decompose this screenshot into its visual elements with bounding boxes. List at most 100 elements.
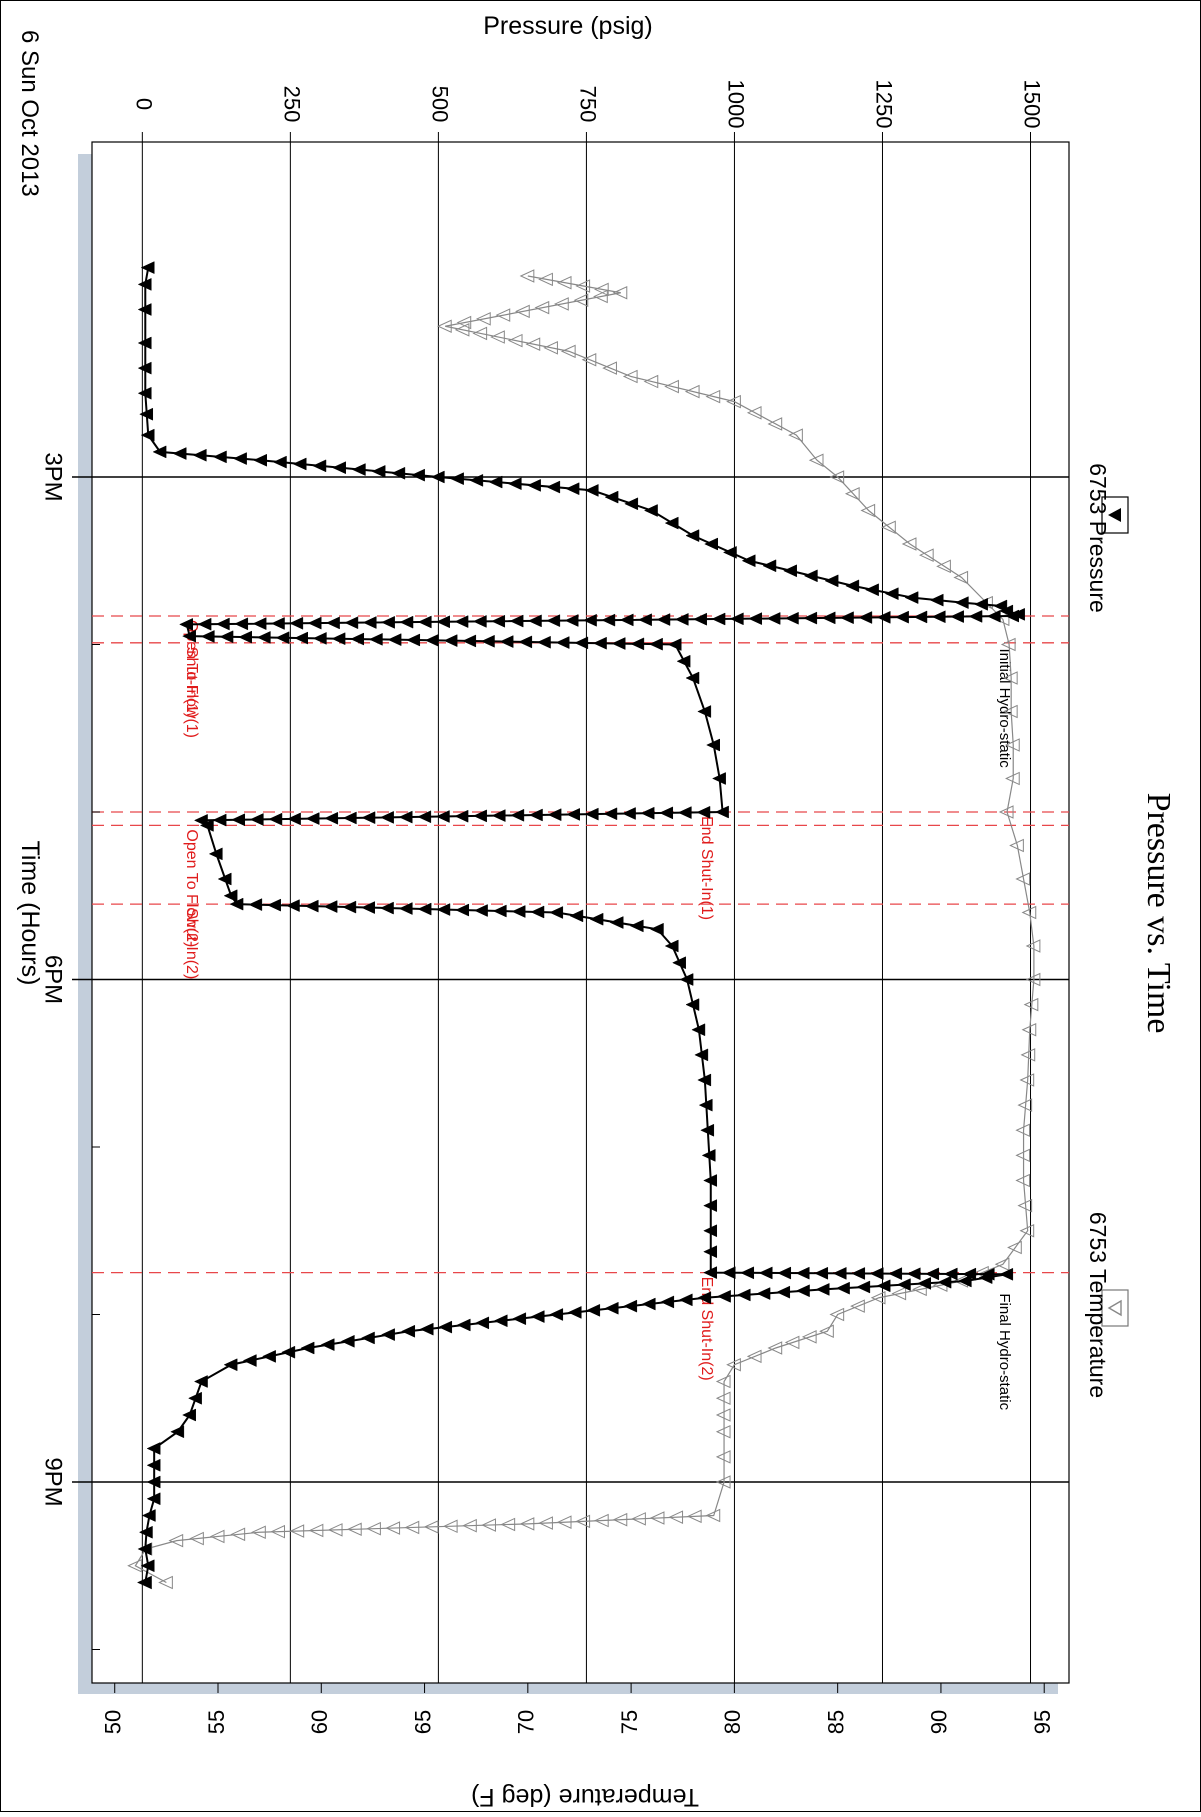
pressure-marker [876, 610, 891, 624]
pressure-marker [275, 631, 290, 645]
pressure-marker [758, 1266, 773, 1280]
pressure-marker [398, 902, 413, 915]
pressure-marker [664, 939, 679, 953]
pressure-marker [986, 609, 1001, 623]
temperature-series [127, 269, 1041, 1590]
pressure-marker [424, 633, 439, 647]
temperature-marker [715, 1450, 731, 1464]
temperature-marker [515, 304, 530, 319]
pressure-marker [455, 903, 470, 917]
pressure-marker [492, 904, 507, 918]
pressure-marker [430, 470, 445, 484]
temperature-marker [209, 1529, 225, 1544]
temperature-marker [891, 1286, 907, 1301]
pressure-marker [469, 473, 484, 487]
pressure-marker [267, 898, 281, 912]
temperature-marker [850, 1299, 865, 1313]
pressure-marker [676, 654, 691, 668]
event-label: End Shut-In(2) [698, 1277, 715, 1381]
pressure-marker [182, 629, 196, 643]
pressure-marker [697, 1291, 712, 1305]
temperature-marker [953, 570, 969, 585]
pressure-marker [698, 1098, 713, 1112]
temperature-marker [998, 805, 1014, 819]
pressure-marker [565, 482, 580, 496]
temperature-marker [784, 1335, 800, 1350]
pressure-marker [361, 811, 376, 825]
pressure-tick-label: 750 [576, 86, 601, 123]
pressure-marker [527, 478, 541, 492]
pressure-marker [586, 1303, 601, 1317]
pressure-marker [172, 447, 187, 460]
pressure-marker [630, 637, 645, 651]
pressure-marker [904, 591, 919, 604]
temperature-marker [593, 289, 608, 304]
chart-title: Pressure vs. Time [1140, 793, 1177, 1034]
pressure-marker [858, 611, 873, 624]
pressure-marker [179, 618, 193, 631]
pressure-marker [582, 613, 597, 627]
temperature-marker [649, 1511, 665, 1525]
pressure-marker [512, 1312, 527, 1326]
pressure-marker [604, 1301, 619, 1315]
pressure-marker [569, 909, 584, 923]
pressure-marker [401, 1324, 416, 1338]
pressure-marker [137, 386, 152, 400]
pressure-marker [454, 809, 469, 823]
pressure-marker [715, 805, 729, 819]
pressure-marker [660, 1295, 675, 1309]
pressure-marker [146, 1492, 161, 1506]
pressure-marker [697, 705, 712, 718]
pressure-marker [307, 616, 322, 630]
pressure-marker [152, 445, 167, 459]
pressure-marker [574, 636, 589, 650]
pressure-marker [419, 1322, 434, 1336]
pressure-marker [694, 1048, 709, 1062]
temperature-axis-ticks: 50 55 60 65 70 75 80 85 90 95 [101, 1683, 1055, 1734]
temperature-marker [1019, 1073, 1035, 1087]
temperature-marker [686, 1509, 702, 1524]
pressure-marker [925, 1267, 940, 1281]
pressure-marker [604, 490, 619, 504]
time-axis-ticks: 3PM 6PM 9PM [40, 452, 100, 1650]
temperature-marker [746, 406, 762, 420]
legend-temperature[interactable]: 6753 Temperature [1085, 1212, 1129, 1398]
pressure-marker [703, 1199, 718, 1213]
pressure-marker [509, 614, 524, 628]
pressure-marker [906, 1267, 921, 1281]
pressure-marker [656, 613, 671, 626]
pressure-marker [292, 457, 307, 471]
pressure-marker [312, 459, 327, 473]
pressure-marker [146, 1458, 161, 1472]
temperature-marker [602, 361, 617, 375]
temperature-marker [715, 1391, 731, 1406]
pressure-marker [286, 812, 301, 826]
pressure-marker [350, 632, 365, 646]
pressure-marker [454, 615, 469, 628]
temperature-line [134, 275, 1035, 1584]
pressure-marker [704, 537, 719, 551]
pressure-marker [609, 916, 624, 929]
pressure-marker [417, 615, 432, 629]
pressure-marker [360, 1331, 375, 1345]
pressure-marker [331, 632, 346, 646]
pressure-marker [141, 1509, 156, 1522]
temperature-marker [643, 374, 659, 389]
pressure-marker [527, 614, 542, 628]
pressure-marker [712, 772, 726, 785]
temperature-marker [726, 394, 741, 409]
temperature-marker [1025, 939, 1041, 953]
pressure-marker [603, 807, 618, 821]
legend-pressure[interactable]: 6753 Pressure [1085, 463, 1129, 613]
time-tick-label: 3PM [40, 452, 67, 501]
pressure-marker [362, 616, 377, 629]
pressure-marker [323, 900, 338, 913]
temperature-marker [538, 1516, 553, 1530]
temperature-marker [1015, 1148, 1031, 1163]
pressure-marker [722, 545, 737, 559]
pressure-marker [672, 956, 686, 970]
pressure-axis-ticks: 0 250 500 750 1000 1250 1500 [132, 80, 1045, 142]
pressure-marker [649, 922, 664, 936]
